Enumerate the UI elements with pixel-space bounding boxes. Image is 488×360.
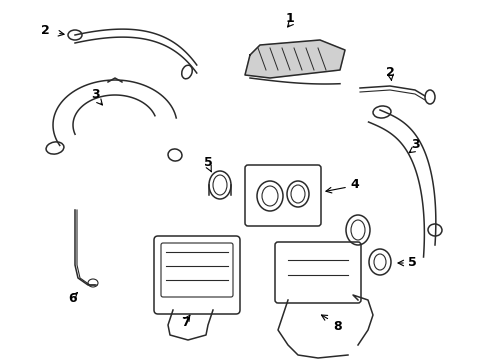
Text: 1: 1 xyxy=(285,12,294,24)
Text: 2: 2 xyxy=(385,66,393,78)
Text: 3: 3 xyxy=(90,89,99,102)
Text: 4: 4 xyxy=(350,179,359,192)
Text: 8: 8 xyxy=(333,320,342,333)
Text: 7: 7 xyxy=(180,316,189,329)
Text: 3: 3 xyxy=(410,139,418,152)
Text: 6: 6 xyxy=(68,292,77,305)
Polygon shape xyxy=(244,40,345,78)
Text: 5: 5 xyxy=(203,157,212,170)
Text: 5: 5 xyxy=(407,256,415,269)
Text: 2: 2 xyxy=(41,23,49,36)
